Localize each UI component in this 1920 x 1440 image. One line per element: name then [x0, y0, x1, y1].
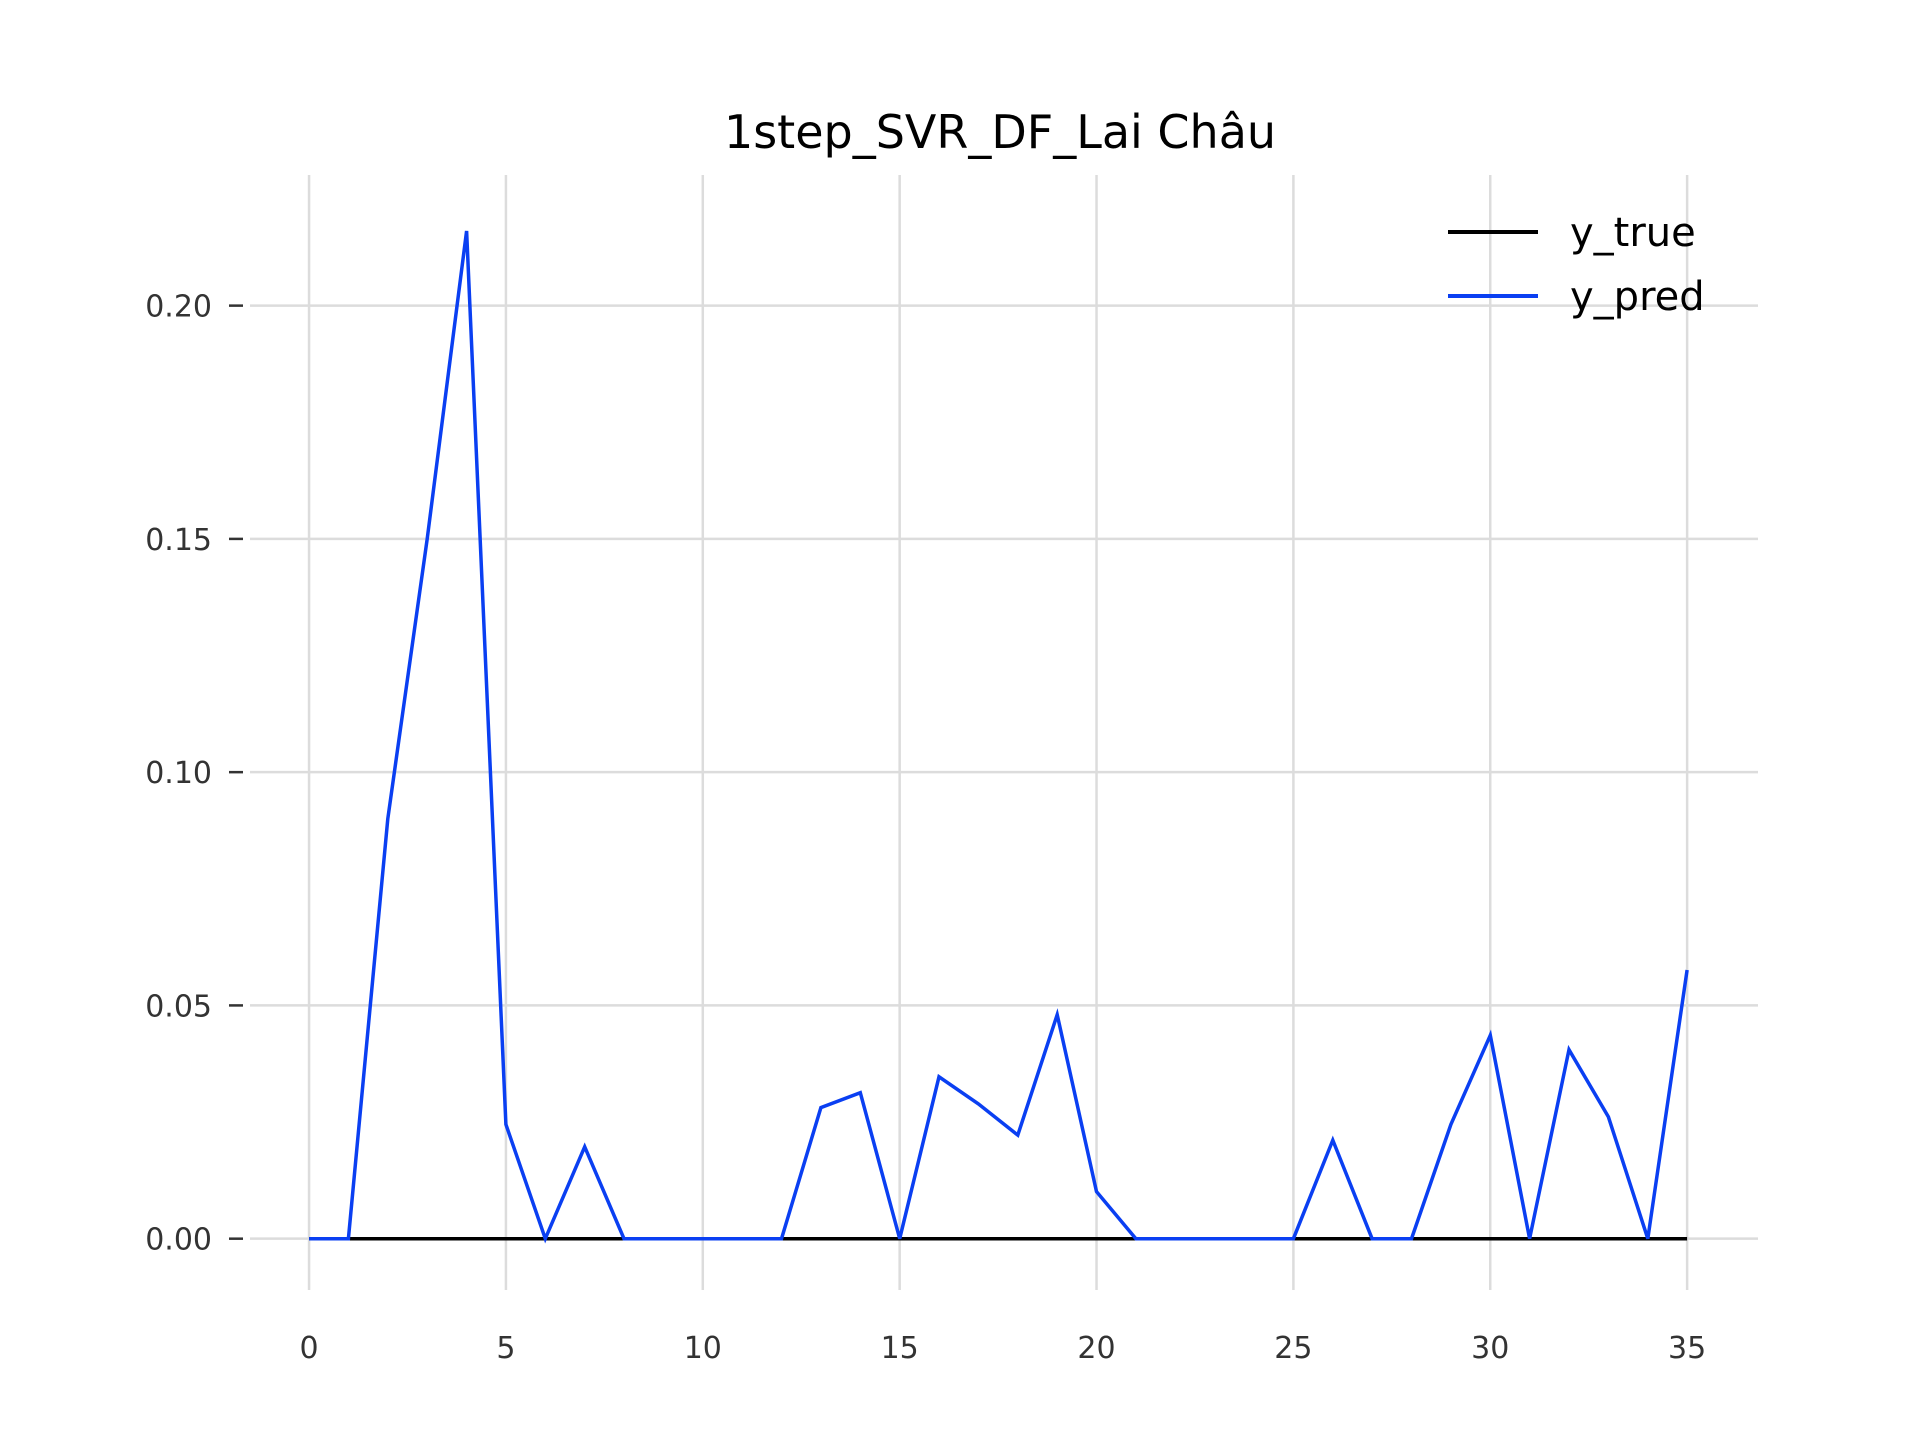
x-tick-label: 35 [1668, 1331, 1706, 1366]
x-tick-label: 5 [496, 1331, 515, 1366]
series-lines [309, 230, 1689, 1244]
x-tick-label: 25 [1274, 1331, 1312, 1366]
y-tick-label: 0.00 [145, 1223, 212, 1258]
x-tick-label: 15 [881, 1331, 919, 1366]
y-tick-label: 0.10 [145, 756, 212, 791]
y-tick-label: 0.05 [145, 989, 212, 1024]
axes: 0 5 10 15 20 25 30 35 0.00 0.05 0.10 0.15 0.20 [145, 290, 1706, 1366]
x-tick-label: 20 [1077, 1331, 1115, 1366]
x-tick-label: 0 [300, 1331, 319, 1366]
chart-title: 1step_SVR_DF_Lai Châu [724, 105, 1276, 159]
x-tick-label: 10 [684, 1331, 722, 1366]
legend-label-y-true: y_true [1570, 210, 1696, 256]
y-tick-label: 0.20 [145, 290, 212, 325]
legend-label-y-pred: y_pred [1570, 274, 1705, 320]
x-tick-label: 30 [1471, 1331, 1509, 1366]
series-line-y-pred [309, 230, 1689, 1244]
legend: y_true y_pred [1448, 210, 1705, 320]
grid [250, 175, 1758, 1290]
y-tick-label: 0.15 [145, 523, 212, 558]
